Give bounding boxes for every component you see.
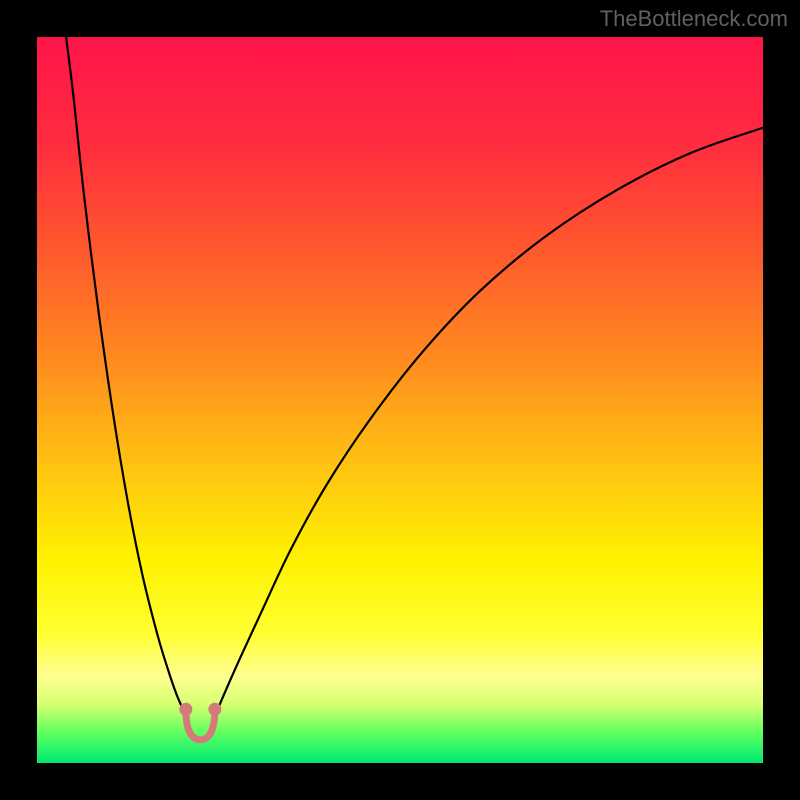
bottleneck-dot-right	[208, 703, 221, 716]
bottleneck-dot-left	[179, 703, 192, 716]
watermark-text: TheBottleneck.com	[600, 6, 788, 32]
curve-right	[217, 128, 763, 711]
chart-svg-layer	[0, 0, 800, 800]
curve-left	[66, 37, 184, 711]
